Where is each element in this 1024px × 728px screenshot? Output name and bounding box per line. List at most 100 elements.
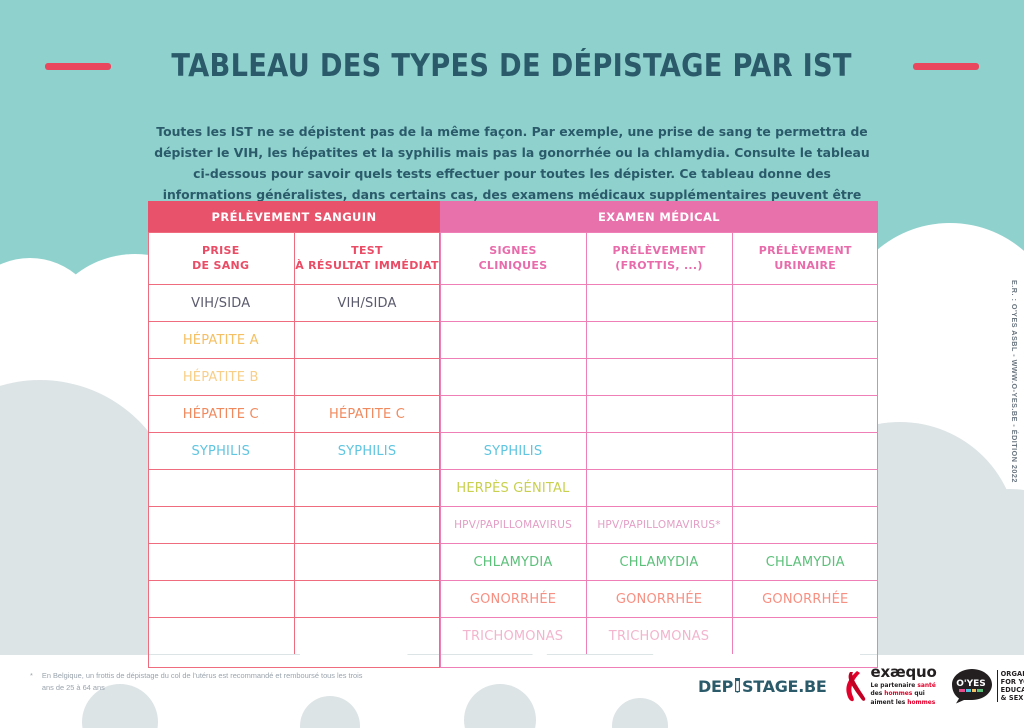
table-cell	[148, 617, 295, 654]
table-cell	[440, 395, 587, 433]
intro-paragraph: Toutes les IST ne se dépistent pas de la…	[154, 124, 870, 222]
table-cell	[586, 358, 733, 396]
table-cell: HPV/PAPILLOMAVIRUS*	[586, 506, 733, 544]
table-cell: CHLAMYDIA	[732, 543, 879, 581]
logo-exaequo-text: exæquo Le partenaire santé des hommes qu…	[870, 662, 937, 707]
column-header-signes-line1: SIGNES	[489, 243, 537, 257]
logo-oyes-line1: ORGANIZATION	[1000, 669, 1024, 678]
logo-oyes-line4: & SEXUALITY	[1000, 694, 1024, 703]
table-cell	[732, 358, 879, 396]
table-cell	[148, 580, 295, 618]
test-tube-icon	[735, 677, 741, 693]
table-group-header-row: PRÉLÈVEMENT SANGUIN EXAMEN MÉDICAL	[148, 201, 879, 232]
table-cell	[294, 543, 441, 581]
table-cell	[732, 617, 879, 654]
table-cell	[732, 506, 879, 544]
table-row: HÉPATITE B	[148, 358, 879, 396]
column-header-prise-de-sang-line2: DE SANG	[192, 259, 250, 272]
table-cell: GONORRHÉE	[732, 580, 879, 618]
table-cell	[294, 358, 441, 396]
logo-oyes[interactable]: O'YES ORGANIZATION FOR YOUTH EDUCATION &…	[951, 668, 1024, 704]
logo-exaequo[interactable]: exæquo Le partenaire santé des hommes qu…	[841, 662, 937, 707]
table-cell	[732, 284, 879, 322]
footnote-marker: *	[30, 671, 33, 680]
table-cell	[294, 506, 441, 544]
table-cell	[732, 395, 879, 433]
page-title: TABLEAU DES TYPES DE DÉPISTAGE PAR IST	[171, 48, 853, 84]
table-row: SYPHILIS SYPHILIS SYPHILIS	[148, 432, 879, 470]
table-cell	[586, 395, 733, 433]
table-row: GONORRHÉE GONORRHÉE GONORRHÉE	[148, 580, 879, 618]
table-cell	[148, 506, 295, 544]
table-cell: SYPHILIS	[440, 432, 587, 470]
table-row: HÉPATITE A	[148, 321, 879, 359]
column-header-test-line2: À RÉSULTAT IMMÉDIAT	[295, 259, 439, 272]
logo-exaequo-tag-line3: aiment les hommes	[870, 699, 936, 706]
table-cell: CHLAMYDIA	[586, 543, 733, 581]
table-cell: CHLAMYDIA	[440, 543, 587, 581]
table-cell	[294, 469, 441, 507]
table-cell	[732, 469, 879, 507]
table-row: HÉPATITE C HÉPATITE C	[148, 395, 879, 433]
table-cell: HÉPATITE A	[148, 321, 295, 359]
footer-cloud-layer	[82, 684, 668, 728]
screening-table: PRÉLÈVEMENT SANGUIN EXAMEN MÉDICAL PRISE…	[148, 201, 879, 654]
table-cell	[440, 358, 587, 396]
footnote-text: En Belgique, un frottis de dépistage du …	[41, 671, 363, 692]
screening-table-wrapper: PRÉLÈVEMENT SANGUIN EXAMEN MÉDICAL PRISE…	[148, 201, 879, 668]
table-row: HPV/PAPILLOMAVIRUS HPV/PAPILLOMAVIRUS*	[148, 506, 879, 544]
table-cell: TRICHOMONAS	[586, 617, 733, 654]
column-header-test-resultat-immediat: TEST À RÉSULTAT IMMÉDIAT	[294, 232, 441, 285]
table-cell: HÉPATITE C	[294, 395, 441, 433]
table-cell	[294, 617, 441, 654]
table-cell	[586, 284, 733, 322]
logo-oyes-bubble-text: O'YES	[956, 679, 986, 689]
page-title-row: TABLEAU DES TYPES DE DÉPISTAGE PAR IST	[0, 48, 1024, 84]
editor-credit-vertical: E.R. : O'YES ASBL - WWW.O-YES.BE - ÉDITI…	[1010, 280, 1019, 483]
logo-oyes-line3: EDUCATION	[1000, 686, 1024, 694]
table-column-header-row: PRISE DE SANG TEST À RÉSULTAT IMMÉDIAT S…	[148, 232, 879, 285]
column-header-frottis-line1: PRÉLÈVEMENT	[612, 243, 706, 257]
logo-exaequo-tag-line2: des hommes qui	[870, 691, 925, 698]
table-cell	[148, 543, 295, 581]
footnote: * En Belgique, un frottis de dépistage d…	[30, 670, 370, 694]
table-cell: SYPHILIS	[148, 432, 295, 470]
table-cell: VIH/SIDA	[294, 284, 441, 322]
table-cell: VIH/SIDA	[148, 284, 295, 322]
logo-oyes-line2: FOR YOUTH	[1000, 677, 1024, 686]
column-header-prelevement-frottis: PRÉLÈVEMENT (FROTTIS, ...)	[586, 232, 733, 285]
table-cell	[294, 321, 441, 359]
logo-depistage-part2: STAGE.BE	[742, 676, 827, 696]
table-cell: SYPHILIS	[294, 432, 441, 470]
table-cell	[586, 469, 733, 507]
column-header-signes-line2: CLINIQUES	[478, 259, 548, 272]
column-header-prise-de-sang: PRISE DE SANG	[148, 232, 295, 285]
table-cell	[586, 432, 733, 470]
title-dash-right	[912, 62, 979, 70]
logo-depistage-be[interactable]: DEP STAGE.BE	[698, 677, 827, 696]
column-header-frottis-line2: (FROTTIS, ...)	[615, 259, 703, 272]
table-cell: HERPÈS GÉNITAL	[440, 469, 587, 507]
table-row: HERPÈS GÉNITAL	[148, 469, 879, 507]
table-cell: HPV/PAPILLOMAVIRUS	[440, 506, 587, 544]
logo-depistage-part1: DEP	[698, 676, 734, 696]
logo-exaequo-word: exæquo	[870, 662, 937, 681]
group-header-prelevement-sanguin: PRÉLÈVEMENT SANGUIN	[148, 201, 441, 232]
table-row: TRICHOMONAS TRICHOMONAS	[148, 617, 879, 654]
screening-table-body: VIH/SIDA VIH/SIDA HÉPATITE A HÉPATITE B HÉPA…	[148, 284, 879, 654]
footer-logos: DEP STAGE.BE exæquo Le partenaire santé …	[698, 662, 1024, 710]
table-cell	[294, 580, 441, 618]
table-cell	[148, 469, 295, 507]
logo-exaequo-tag-line1: Le partenaire santé	[870, 682, 936, 689]
table-cell: GONORRHÉE	[586, 580, 733, 618]
table-cell: HÉPATITE C	[148, 395, 295, 433]
title-dash-left	[45, 62, 112, 70]
column-header-test-line1: TEST	[351, 243, 383, 257]
table-cell	[586, 321, 733, 359]
table-cell: GONORRHÉE	[440, 580, 587, 618]
column-header-signes-cliniques: SIGNES CLINIQUES	[440, 232, 587, 285]
column-header-prelevement-urinaire: PRÉLÈVEMENT URINAIRE	[732, 232, 879, 285]
table-cell: TRICHOMONAS	[440, 617, 587, 654]
column-header-prise-de-sang-line1: PRISE	[201, 243, 240, 257]
red-ribbon-icon	[845, 671, 865, 702]
